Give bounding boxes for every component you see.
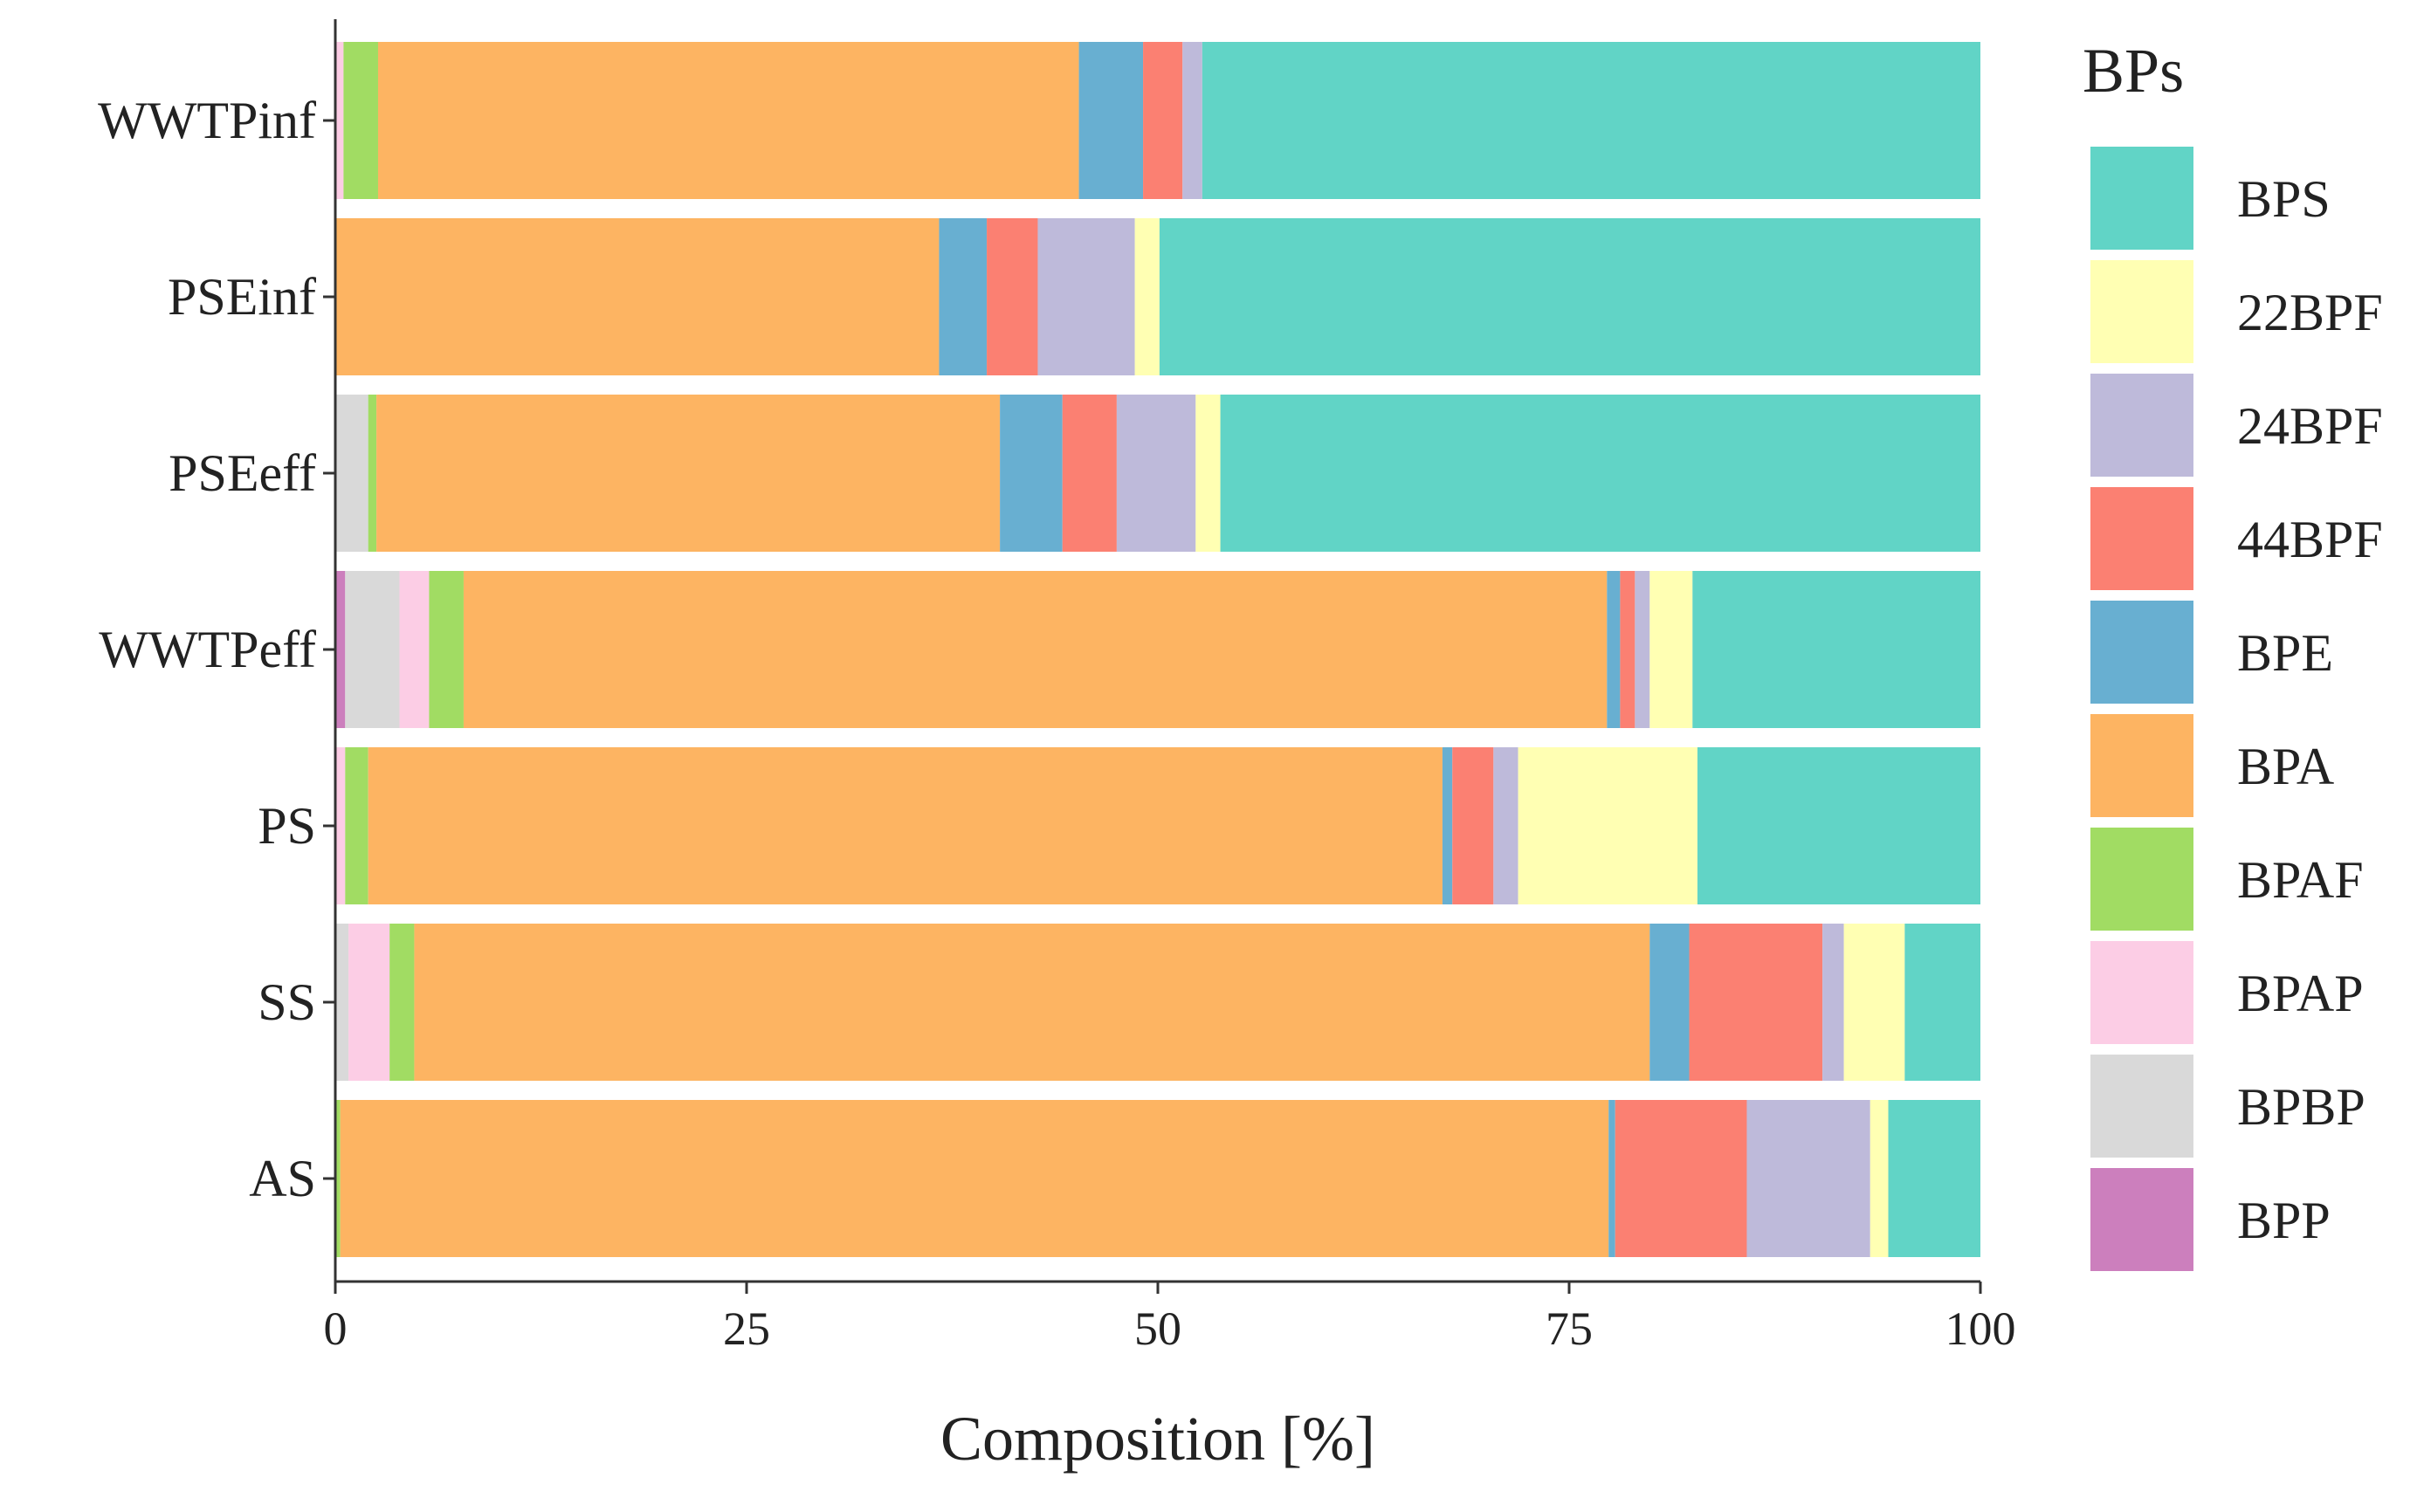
bar-PS-22BPF [1518,747,1697,904]
y-tick-label-PS: PS [258,797,316,855]
bar-PSEeff-BPA [376,395,1001,552]
legend-swatch-BPP [2090,1168,2193,1271]
bar-WWTPeff-44BPF [1620,571,1635,728]
bar-PSEeff-BPS [1220,395,1980,552]
x-tick-label-0: 0 [324,1302,348,1355]
legend-title: BPs [2083,36,2184,106]
bar-PS-BPAP [335,747,346,904]
x-tick-label-25: 25 [723,1302,770,1355]
bar-PSEeff-24BPF [1116,395,1196,552]
legend-label-22BPF: 22BPF [2237,284,2383,341]
bar-PSEinf-24BPF [1037,218,1135,375]
bar-PS-BPS [1697,747,1980,904]
bar-SS-24BPF [1822,924,1844,1081]
bar-WWTPinf-BPAP [335,42,344,199]
y-tick-label-AS: AS [249,1150,316,1207]
bar-AS-BPE [1608,1100,1615,1257]
bar-PSEeff-22BPF [1195,395,1221,552]
y-axis: WWTPinf PSEinf PSEeff WWTPeff PS SS AS [98,19,337,1282]
legend-label-BPS: BPS [2237,170,2331,228]
bar-PS-BPA [368,747,1443,904]
bar-SS-22BPF [1843,924,1905,1081]
legend-label-BPAF: BPAF [2237,851,2364,909]
bar-PSEinf-BPS [1159,218,1980,375]
bar-AS-BPA [340,1100,1609,1257]
bar-WWTPinf-24BPF [1182,42,1202,199]
bar-WWTPinf-BPS [1202,42,1980,199]
bar-AS-BPS [1888,1100,1980,1257]
bar-AS-24BPF [1746,1100,1870,1257]
bar-SS-44BPF [1689,924,1823,1081]
bar-WWTPeff-BPBP [345,571,400,728]
bar-PSEeff-BPE [1000,395,1063,552]
x-axis: 0 25 50 75 100 [324,1280,2016,1355]
bar-PSEinf-BPE [939,218,988,375]
legend-swatch-BPAP [2090,941,2193,1044]
bar-WWTPeff-24BPF [1635,571,1650,728]
bar-SS-BPAF [389,924,415,1081]
legend-label-BPAP: BPAP [2237,965,2364,1022]
x-tick-label-75: 75 [1546,1302,1593,1355]
bar-SS-BPS [1904,924,1980,1081]
bar-PS-24BPF [1493,747,1518,904]
bar-SS-BPE [1649,924,1690,1081]
legend-swatch-BPBP [2090,1055,2193,1158]
legend-swatch-22BPF [2090,260,2193,363]
legend-label-BPA: BPA [2237,738,2334,795]
x-axis-label: Composition [%] [940,1404,1375,1474]
bar-SS-BPBP [335,924,349,1081]
x-tick-label-100: 100 [1945,1302,2016,1355]
bar-WWTPeff-BPP [335,571,346,728]
legend-label-BPBP: BPBP [2237,1078,2365,1136]
legend-label-BPE: BPE [2237,624,2333,682]
legend-label-BPP: BPP [2237,1192,2331,1249]
bar-PSEeff-44BPF [1062,395,1117,552]
bar-WWTPeff-BPE [1607,571,1621,728]
bar-PSEeff-BPBP [335,395,368,552]
legend-label-44BPF: 44BPF [2237,511,2383,568]
bar-PS-BPAF [345,747,368,904]
y-tick-label-PSEeff: PSEeff [169,444,316,502]
bar-PSEinf-22BPF [1134,218,1160,375]
legend-swatch-BPA [2090,714,2193,817]
legend-swatch-BPE [2090,601,2193,704]
legend-swatch-BPS [2090,147,2193,250]
legend: BPs BPS 22BPF 24BPF 44BPF BPE BPA BPAF BPAP BPBP… [2083,36,2383,1271]
y-tick-label-PSEinf: PSEinf [168,268,316,326]
bar-WWTPeff-BPS [1692,571,1980,728]
legend-label-24BPF: 24BPF [2237,397,2383,455]
y-tick-label-SS: SS [258,973,316,1031]
bar-WWTPinf-BPAF [343,42,378,199]
y-tick-label-WWTPinf: WWTPinf [98,92,316,149]
bar-PSEeff-BPAF [368,395,377,552]
bar-SS-BPA [414,924,1650,1081]
bar-SS-BPAP [348,924,390,1081]
legend-swatch-44BPF [2090,487,2193,590]
bar-PSEinf-BPA [335,218,940,375]
legend-swatch-BPAF [2090,828,2193,931]
bar-WWTPinf-44BPF [1143,42,1183,199]
bar-PS-44BPF [1452,747,1494,904]
bar-WWTPeff-BPA [463,571,1608,728]
bar-AS-BPAF [335,1100,341,1257]
bar-WWTPeff-BPAP [399,571,430,728]
bar-PSEinf-44BPF [987,218,1038,375]
bars-layer [335,42,1980,1257]
bar-WWTPeff-BPAF [429,571,464,728]
bar-WWTPinf-BPA [377,42,1079,199]
bar-WWTPinf-BPE [1078,42,1144,199]
bar-PS-BPE [1442,747,1453,904]
x-tick-label-50: 50 [1134,1302,1181,1355]
bar-AS-44BPF [1615,1100,1747,1257]
legend-swatch-24BPF [2090,374,2193,477]
y-tick-label-WWTPeff: WWTPeff [99,621,316,678]
bar-WWTPeff-22BPF [1649,571,1693,728]
bar-AS-22BPF [1870,1100,1889,1257]
